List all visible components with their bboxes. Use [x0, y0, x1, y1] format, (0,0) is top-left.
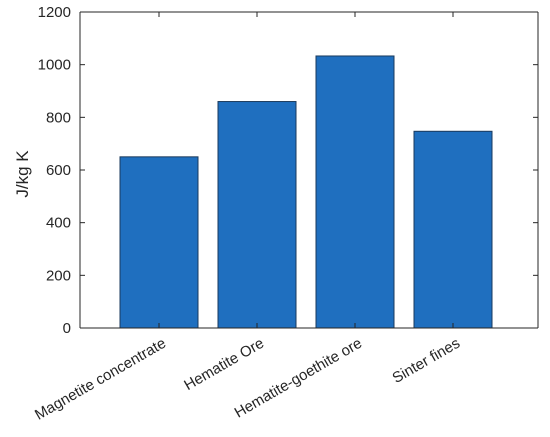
x-tick-label-1: Hematite Ore: [181, 335, 267, 394]
bar-2: [217, 101, 297, 329]
bars: [119, 55, 493, 329]
bar-4: [413, 130, 493, 329]
y-tick-label-3: 600: [46, 162, 71, 179]
y-tick-label-5: 1000: [38, 57, 71, 74]
y-tick-label-4: 800: [46, 109, 71, 126]
y-axis-label: J/kg K: [13, 150, 32, 198]
bar-3: [315, 55, 395, 329]
y-tick-label-1: 200: [46, 267, 71, 284]
x-tick-label-3: Sinter fines: [390, 335, 463, 387]
y-ticks: 0 200 400 600 800 1000 1200: [38, 4, 538, 337]
y-tick-label-0: 0: [63, 320, 71, 337]
y-tick-label-2: 400: [46, 215, 71, 232]
bar-1: [119, 156, 199, 329]
x-tick-label-0: Magnetite concentrate: [32, 335, 169, 424]
y-tick-label-6: 1200: [38, 4, 71, 21]
